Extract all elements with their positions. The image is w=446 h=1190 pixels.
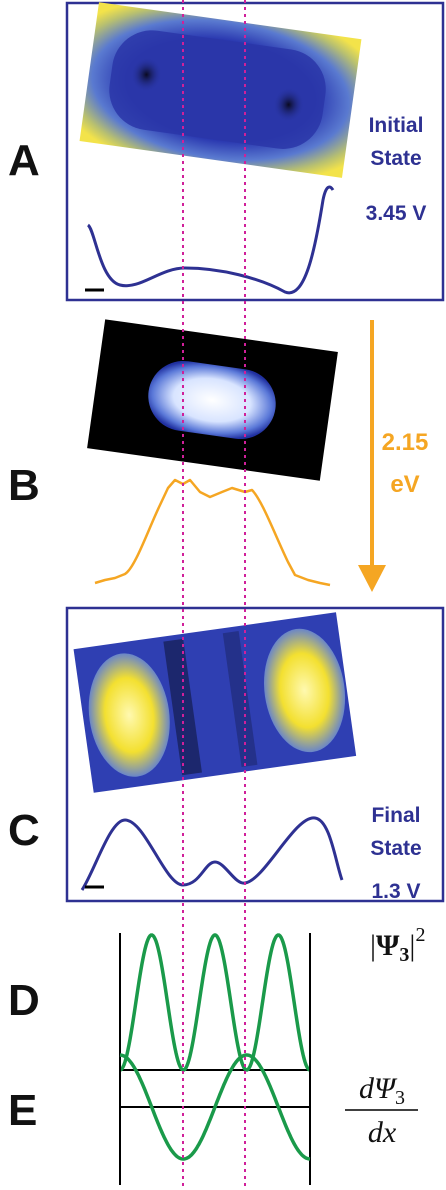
formula: dx — [368, 1116, 397, 1149]
profile-curve — [95, 480, 330, 585]
figure: A Initial State 3.45 V B 2.15 eV C Final… — [0, 0, 446, 1190]
energy: 2.15 — [382, 429, 429, 456]
stm-image — [80, 2, 362, 178]
energy: eV — [390, 471, 419, 498]
profile-curve — [88, 187, 333, 293]
panel-label: A — [8, 136, 40, 185]
caption: Initial — [369, 114, 424, 137]
panel-label: C — [8, 806, 40, 855]
panel-label: B — [8, 461, 40, 510]
stm-image — [87, 319, 338, 480]
bias: 3.45 V — [366, 202, 427, 225]
caption: Final — [371, 804, 420, 827]
panel-label: E — [8, 1086, 37, 1135]
wave-curve — [120, 935, 310, 1070]
arrow-head — [358, 565, 386, 592]
formula: |Ψ3|2 — [370, 924, 425, 966]
bias: 1.3 V — [371, 880, 420, 903]
caption: State — [370, 837, 421, 860]
stm-image — [74, 612, 357, 792]
formula: dΨ3 — [359, 1072, 405, 1109]
profile-curve — [82, 818, 342, 890]
panel-label: D — [8, 976, 40, 1025]
caption: State — [370, 147, 421, 170]
